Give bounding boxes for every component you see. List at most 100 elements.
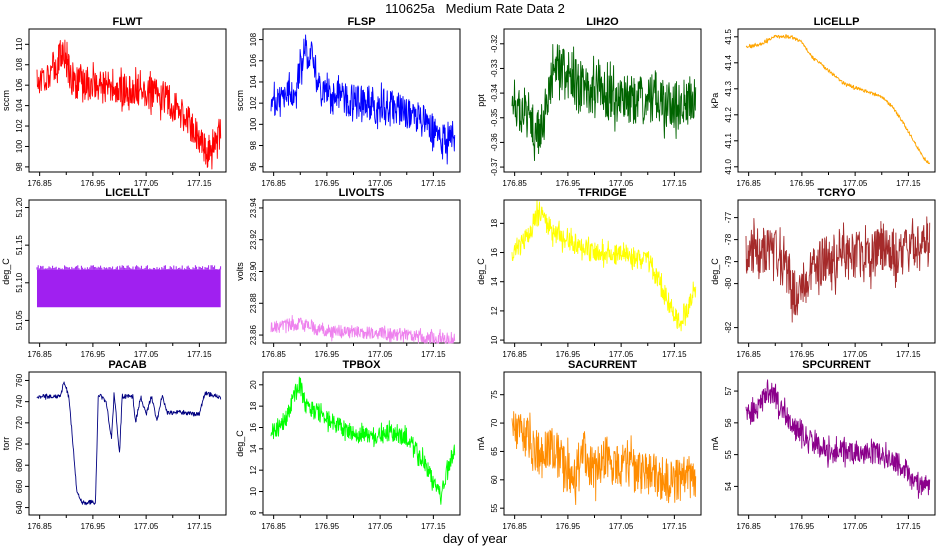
y-tick-label: -79: [724, 255, 733, 267]
y-tick-label: 740: [15, 394, 24, 408]
y-tick-label: 23.94: [249, 197, 258, 218]
x-tick-label: 176.95: [790, 522, 815, 531]
plot-frame: [262, 371, 461, 516]
panel-title: TCRYO: [817, 187, 856, 199]
x-tick-label: 177.15: [896, 522, 921, 531]
y-tick-label: 100: [15, 139, 24, 153]
panel-tfridge: TFRIDGE deg_C 10 12 14 16 18 176.85 176.95 177.05…: [476, 187, 702, 359]
y-tick-label: 60: [490, 475, 499, 484]
y-tick-label: -0.32: [490, 34, 499, 53]
plot-frame: [28, 199, 227, 344]
x-tick-label: 176.85: [27, 179, 52, 188]
plot-frame: [28, 28, 227, 173]
figure-x-axis-label: day of year: [442, 531, 508, 546]
y-axis-label: deg_C: [710, 258, 720, 285]
y-tick-label: 51.15: [15, 235, 24, 256]
y-tick-label: 108: [249, 32, 258, 46]
panel-livolts: LIVOLTS volts 23.86 23.88 23.90 23.92 23.94 176…: [235, 187, 461, 359]
y-tick-label: -0.37: [490, 157, 499, 176]
y-tick-label: 18: [249, 401, 258, 410]
panel-flsp: FLSP sccm 96 98 100 102 104 106 108 176.85 176.95 1…: [235, 16, 461, 188]
x-tick-label: 177.15: [421, 179, 446, 188]
y-tick-label: 96: [249, 162, 258, 171]
panel-title: PACAB: [108, 359, 146, 371]
x-tick-label: 177.05: [134, 522, 159, 531]
y-tick-label: 106: [15, 78, 24, 92]
series-line: [745, 379, 931, 499]
y-tick-label: 55: [490, 503, 499, 512]
y-tick-label: -0.35: [490, 108, 499, 127]
y-tick-label: -0.33: [490, 59, 499, 78]
y-tick-label: 104: [15, 98, 24, 112]
x-tick-label: 176.85: [736, 522, 761, 531]
x-tick-label: 177.15: [662, 179, 687, 188]
series-line: [745, 216, 931, 323]
y-tick-label: 51.10: [15, 272, 24, 293]
x-tick-label: 177.15: [187, 350, 212, 359]
panel-title: LICELLP: [814, 16, 860, 28]
x-tick-label: 176.85: [261, 522, 286, 531]
y-tick-label: 54: [724, 481, 733, 490]
series-line: [511, 411, 697, 506]
y-tick-label: 660: [15, 479, 24, 493]
x-tick-label: 176.95: [81, 350, 106, 359]
y-tick-label: 102: [15, 119, 24, 133]
x-tick-label: 177.05: [843, 179, 868, 188]
panel-title: LIH2O: [586, 16, 619, 28]
y-tick-label: 51.20: [15, 197, 24, 218]
x-tick-label: 177.15: [662, 522, 687, 531]
plot-frame: [28, 371, 227, 516]
y-tick-label: 100: [249, 117, 258, 131]
series-line: [270, 315, 456, 344]
panel-title: SPCURRENT: [802, 359, 871, 371]
y-axis-label: sccm: [1, 90, 11, 111]
plot-frame: [503, 199, 702, 344]
series-line: [511, 44, 697, 162]
y-axis-label: deg_C: [1, 258, 11, 285]
y-tick-label: -82: [724, 321, 733, 333]
series-band: [36, 269, 221, 308]
panel-title: TPBOX: [343, 359, 382, 371]
y-tick-label: 23.86: [249, 325, 258, 346]
x-tick-label: 176.95: [790, 179, 815, 188]
y-axis-label: torr: [1, 437, 11, 451]
y-tick-label: 23.92: [249, 229, 258, 250]
y-axis-label: sccm: [235, 90, 245, 111]
series-line: [36, 381, 222, 506]
y-tick-label: 12: [249, 465, 258, 474]
y-tick-label: 51.05: [15, 310, 24, 331]
y-tick-label: 104: [249, 75, 258, 89]
y-tick-label: 41.4: [724, 54, 733, 70]
panel-title: FLSP: [347, 16, 375, 28]
y-tick-label: 41.1: [724, 132, 733, 148]
y-tick-label: 720: [15, 416, 24, 430]
panel-licellt: LICELLT deg_C 51.05 51.10 51.15 51.20 176.85 17…: [1, 187, 227, 359]
plot-frame: [262, 28, 461, 173]
plot-frame: [503, 28, 702, 173]
y-tick-label: 55: [724, 450, 733, 459]
x-tick-label: 177.15: [662, 350, 687, 359]
y-tick-label: 41.2: [724, 106, 733, 122]
y-tick-label: 110: [15, 37, 24, 50]
y-tick-label: 41.3: [724, 80, 733, 96]
x-tick-label: 176.85: [736, 350, 761, 359]
x-tick-label: 176.85: [502, 179, 527, 188]
x-tick-label: 177.05: [368, 350, 393, 359]
plot-frame: [737, 28, 936, 173]
panel-tpbox: TPBOX deg_C 8 10 12 14 16 18 20 176.85 176.95 177.0…: [235, 359, 461, 531]
x-tick-label: 177.05: [134, 350, 159, 359]
plot-frame: [503, 371, 702, 516]
series-line: [745, 34, 931, 165]
panel-tcryo: TCRYO deg_C -82 -80 -79 -78 -77 176.85 176.95 177…: [710, 187, 936, 359]
panel-title: TFRIDGE: [578, 187, 626, 199]
x-tick-label: 176.95: [315, 179, 340, 188]
y-tick-label: 23.90: [249, 261, 258, 282]
x-tick-label: 176.85: [502, 522, 527, 531]
x-tick-label: 176.85: [261, 350, 286, 359]
y-tick-label: 106: [249, 54, 258, 68]
x-tick-label: 176.95: [315, 350, 340, 359]
y-axis-label: volts: [235, 262, 245, 281]
y-tick-label: -77: [724, 211, 733, 223]
x-tick-label: 176.95: [81, 522, 106, 531]
